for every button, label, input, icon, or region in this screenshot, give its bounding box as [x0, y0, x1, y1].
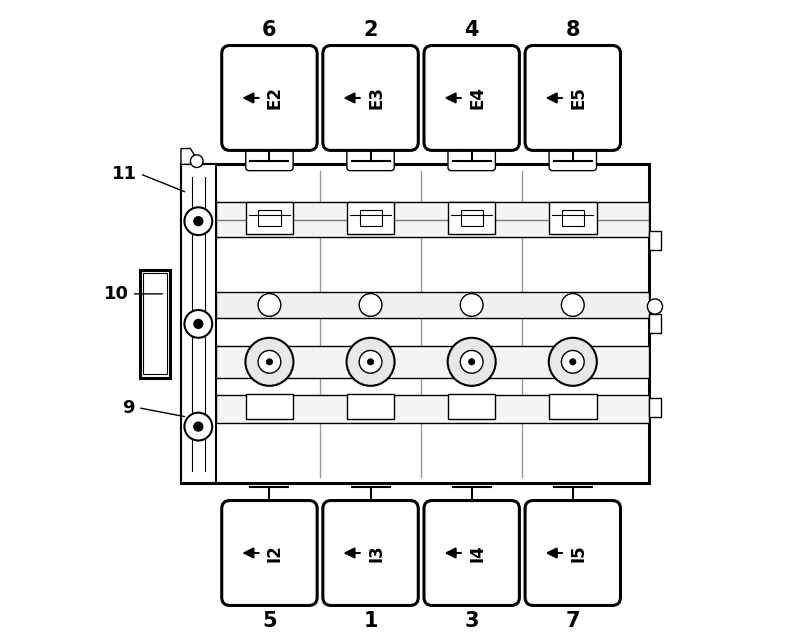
Circle shape [267, 358, 273, 365]
Circle shape [549, 337, 597, 386]
Text: E3: E3 [367, 87, 385, 109]
Bar [259, 210, 281, 226]
Text: E4: E4 [468, 87, 486, 109]
Text: I3: I3 [367, 544, 385, 562]
Text: 3: 3 [464, 611, 479, 631]
Text: 1: 1 [363, 611, 377, 631]
Bar [649, 398, 662, 417]
Circle shape [448, 337, 496, 386]
Circle shape [562, 293, 584, 316]
FancyBboxPatch shape [347, 149, 394, 171]
Text: I2: I2 [266, 544, 284, 562]
Circle shape [367, 358, 373, 365]
Text: 8: 8 [566, 20, 580, 40]
Text: 6: 6 [263, 20, 277, 40]
Bar [215, 346, 649, 378]
FancyBboxPatch shape [424, 501, 519, 605]
Circle shape [194, 320, 203, 329]
Text: I5: I5 [569, 544, 587, 562]
Circle shape [460, 293, 483, 316]
Bar [140, 270, 170, 378]
Bar [549, 202, 596, 234]
FancyBboxPatch shape [323, 46, 418, 150]
Bar [347, 394, 394, 419]
Bar [649, 231, 662, 250]
Circle shape [184, 310, 212, 337]
Bar [448, 394, 496, 419]
Circle shape [184, 413, 212, 441]
Circle shape [258, 293, 281, 316]
FancyBboxPatch shape [246, 149, 293, 171]
FancyBboxPatch shape [448, 149, 496, 171]
Bar [215, 202, 649, 237]
FancyBboxPatch shape [323, 501, 418, 605]
Bar [549, 394, 596, 419]
Polygon shape [181, 149, 200, 164]
Bar [181, 164, 649, 483]
Circle shape [184, 207, 212, 235]
Circle shape [647, 299, 662, 314]
FancyBboxPatch shape [222, 501, 317, 605]
Bar [246, 394, 293, 419]
Circle shape [246, 337, 294, 386]
Circle shape [570, 358, 576, 365]
Bar [562, 210, 584, 226]
Bar [143, 274, 167, 374]
Bar [649, 315, 662, 334]
Circle shape [468, 358, 475, 365]
Bar [246, 202, 293, 234]
Circle shape [191, 155, 203, 167]
Circle shape [359, 350, 382, 373]
Circle shape [562, 350, 584, 373]
FancyBboxPatch shape [222, 46, 317, 150]
Bar [181, 164, 215, 483]
FancyBboxPatch shape [549, 149, 596, 171]
Circle shape [460, 350, 483, 373]
Circle shape [194, 217, 203, 226]
Text: 2: 2 [363, 20, 377, 40]
Circle shape [258, 350, 281, 373]
Text: E5: E5 [569, 87, 587, 109]
Circle shape [359, 293, 382, 316]
Text: 11: 11 [112, 165, 136, 183]
Bar [347, 202, 394, 234]
Bar [360, 210, 381, 226]
Text: 10: 10 [104, 285, 128, 303]
Text: 4: 4 [464, 20, 479, 40]
FancyBboxPatch shape [525, 501, 621, 605]
Bar [215, 292, 649, 318]
Text: 7: 7 [566, 611, 580, 631]
FancyBboxPatch shape [424, 46, 519, 150]
Bar [448, 202, 496, 234]
Bar [215, 395, 649, 423]
Text: I4: I4 [468, 544, 486, 562]
Bar [460, 210, 483, 226]
Text: E2: E2 [266, 87, 284, 109]
Circle shape [346, 337, 394, 386]
Text: 9: 9 [122, 399, 135, 416]
Text: 5: 5 [262, 611, 277, 631]
FancyBboxPatch shape [525, 46, 621, 150]
Circle shape [194, 422, 203, 431]
